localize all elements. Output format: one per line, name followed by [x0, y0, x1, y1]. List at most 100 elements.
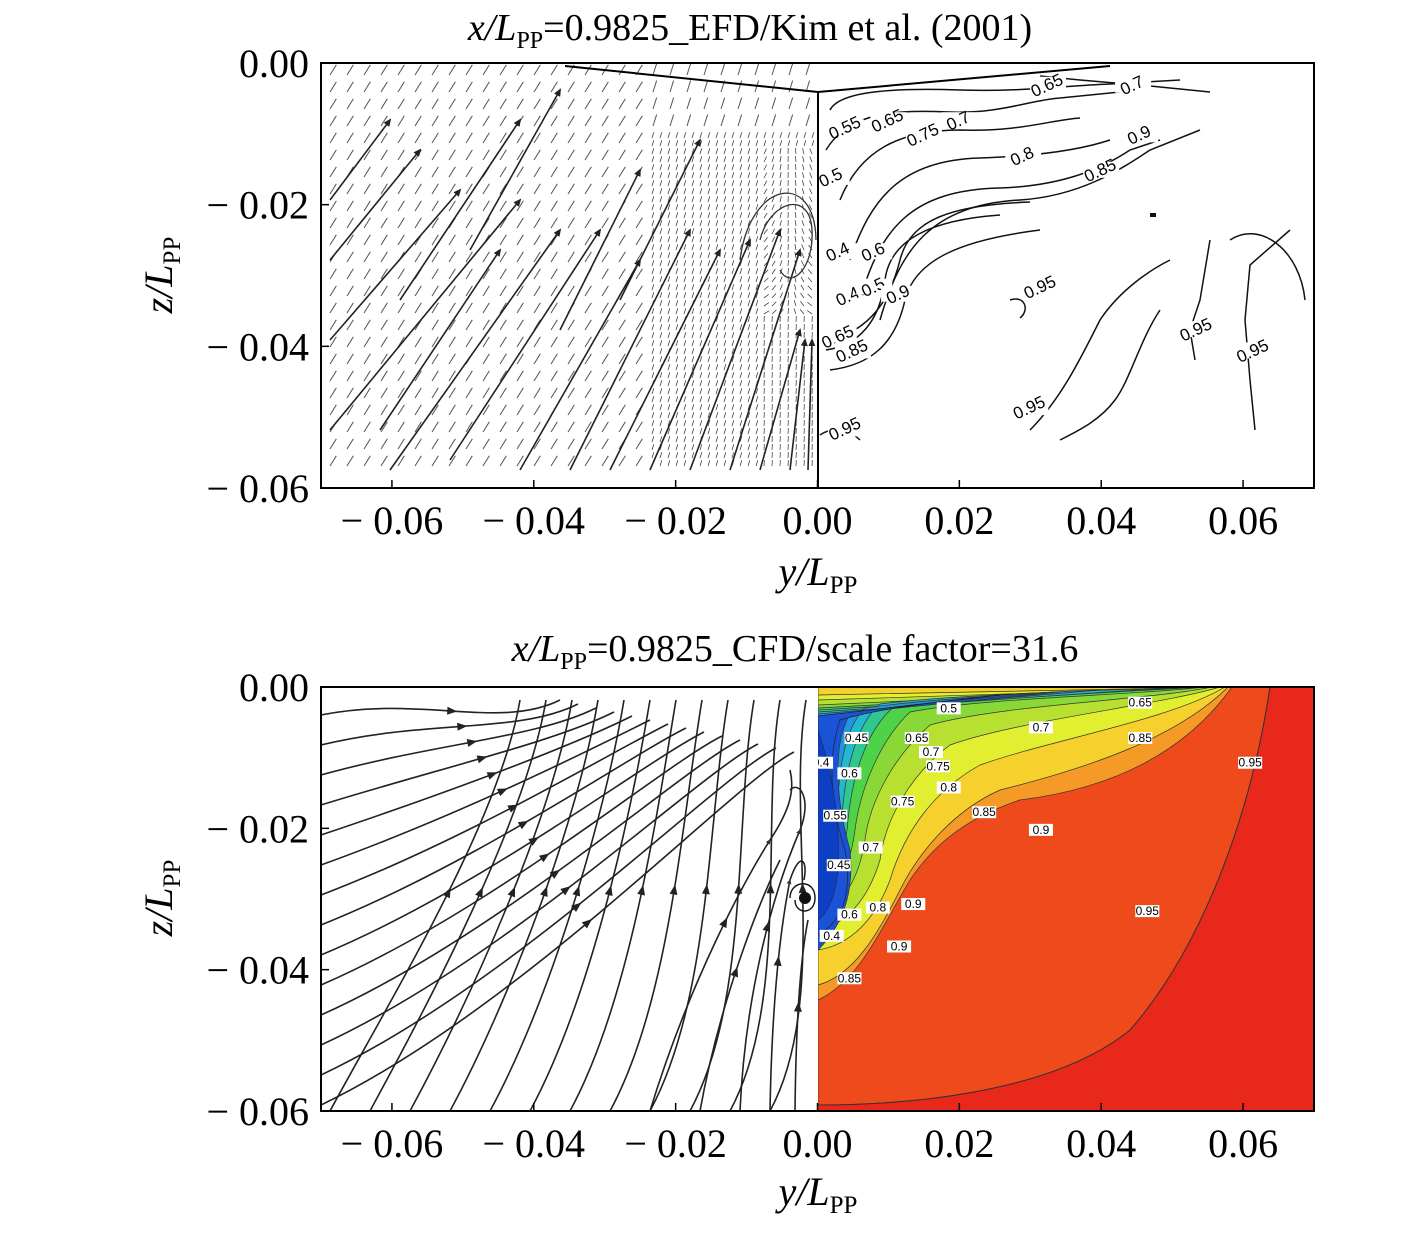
velocity-vector	[748, 436, 750, 442]
velocity-vector	[652, 420, 654, 426]
velocity-vector	[466, 303, 472, 313]
velocity-vector	[724, 244, 726, 250]
velocity-vector	[668, 412, 670, 418]
contour-line	[1190, 240, 1210, 360]
velocity-vector	[740, 284, 742, 290]
velocity-vector	[740, 316, 742, 322]
velocity-vector	[660, 228, 662, 234]
velocity-vector	[748, 316, 750, 322]
velocity-vector	[704, 81, 708, 92]
velocity-vector	[738, 81, 742, 92]
velocity-vector	[676, 348, 678, 354]
velocity-vector	[500, 456, 506, 466]
velocity-vector	[432, 371, 438, 381]
velocity-vector	[708, 172, 710, 178]
velocity-vector	[636, 269, 642, 279]
velocity-vector	[700, 212, 702, 218]
velocity-vector	[534, 456, 540, 466]
velocity-vector	[500, 82, 506, 92]
velocity-vector	[619, 303, 625, 313]
velocity-vector	[668, 212, 670, 218]
velocity-vector	[534, 337, 540, 347]
velocity-vector	[636, 150, 642, 160]
velocity-vector	[500, 235, 506, 245]
velocity-vector	[700, 380, 702, 386]
velocity-vector	[415, 388, 421, 398]
velocity-vector	[716, 356, 718, 362]
velocity-vector	[364, 337, 370, 347]
velocity-vector	[740, 140, 742, 146]
velocity-vector	[364, 269, 370, 279]
title-l-var: L	[494, 7, 516, 49]
velocity-vector	[517, 167, 523, 177]
velocity-vector	[500, 388, 506, 398]
velocity-vector	[732, 364, 734, 370]
velocity-vector	[660, 332, 662, 338]
velocity-vector	[795, 196, 796, 202]
velocity-vector	[801, 285, 804, 290]
velocity-vector	[756, 404, 758, 410]
y-axis-subscript: PP	[159, 860, 186, 888]
velocity-vector	[780, 180, 781, 186]
velocity-vector	[551, 371, 557, 381]
velocity-vector	[724, 172, 726, 178]
velocity-vector	[636, 201, 642, 211]
velocity-vector	[700, 444, 702, 450]
velocity-vector	[466, 405, 472, 415]
velocity-vector	[432, 99, 438, 109]
velocity-vector	[788, 292, 789, 298]
velocity-vector	[653, 64, 657, 75]
velocity-vector	[700, 292, 702, 298]
velocity-vector	[449, 337, 455, 347]
velocity-vector	[619, 388, 625, 398]
velocity-vector	[732, 324, 734, 330]
velocity-vector	[756, 236, 758, 242]
velocity-vector	[812, 132, 814, 138]
velocity-streak	[690, 230, 780, 470]
x-axis-var: y/	[775, 1169, 812, 1214]
velocity-vector	[740, 444, 742, 450]
velocity-vector	[708, 316, 710, 322]
velocity-vector	[806, 98, 810, 109]
velocity-vector	[700, 324, 702, 330]
velocity-vector	[732, 340, 734, 346]
velocity-vector	[732, 132, 734, 138]
velocity-vector	[796, 132, 798, 138]
streamlines	[321, 700, 815, 1111]
velocity-vector	[602, 116, 608, 126]
velocity-vector	[756, 252, 758, 258]
velocity-vector	[551, 133, 557, 143]
velocity-streak	[330, 190, 460, 340]
velocity-vector	[347, 456, 353, 466]
velocity-vector	[764, 181, 767, 186]
velocity-vector	[700, 188, 702, 194]
velocity-vector	[517, 269, 523, 279]
velocity-vector	[732, 212, 734, 218]
velocity-vector	[602, 184, 608, 194]
velocity-vector	[534, 422, 540, 432]
velocity-vector	[364, 133, 370, 143]
velocity-vector	[676, 396, 678, 402]
velocity-vector	[652, 252, 654, 258]
velocity-vector	[808, 286, 812, 290]
velocity-vector	[740, 452, 742, 458]
velocity-vector	[780, 132, 782, 138]
streamline-arrow	[539, 850, 552, 862]
velocity-vector	[568, 388, 574, 398]
velocity-vector	[708, 212, 710, 218]
velocity-vector	[660, 244, 662, 250]
velocity-vector	[347, 184, 353, 194]
velocity-vector	[676, 172, 678, 178]
velocity-vector	[347, 371, 353, 381]
velocity-vector	[732, 428, 734, 434]
x-axis-label: y/LPP	[775, 549, 858, 599]
contour-label: 0.9	[1033, 823, 1050, 837]
velocity-vector	[748, 300, 750, 306]
contour-label: 0.95	[1238, 756, 1262, 770]
velocity-vector	[347, 439, 353, 449]
velocity-vector	[500, 116, 506, 126]
velocity-vector	[692, 356, 694, 362]
velocity-vector	[756, 436, 758, 442]
